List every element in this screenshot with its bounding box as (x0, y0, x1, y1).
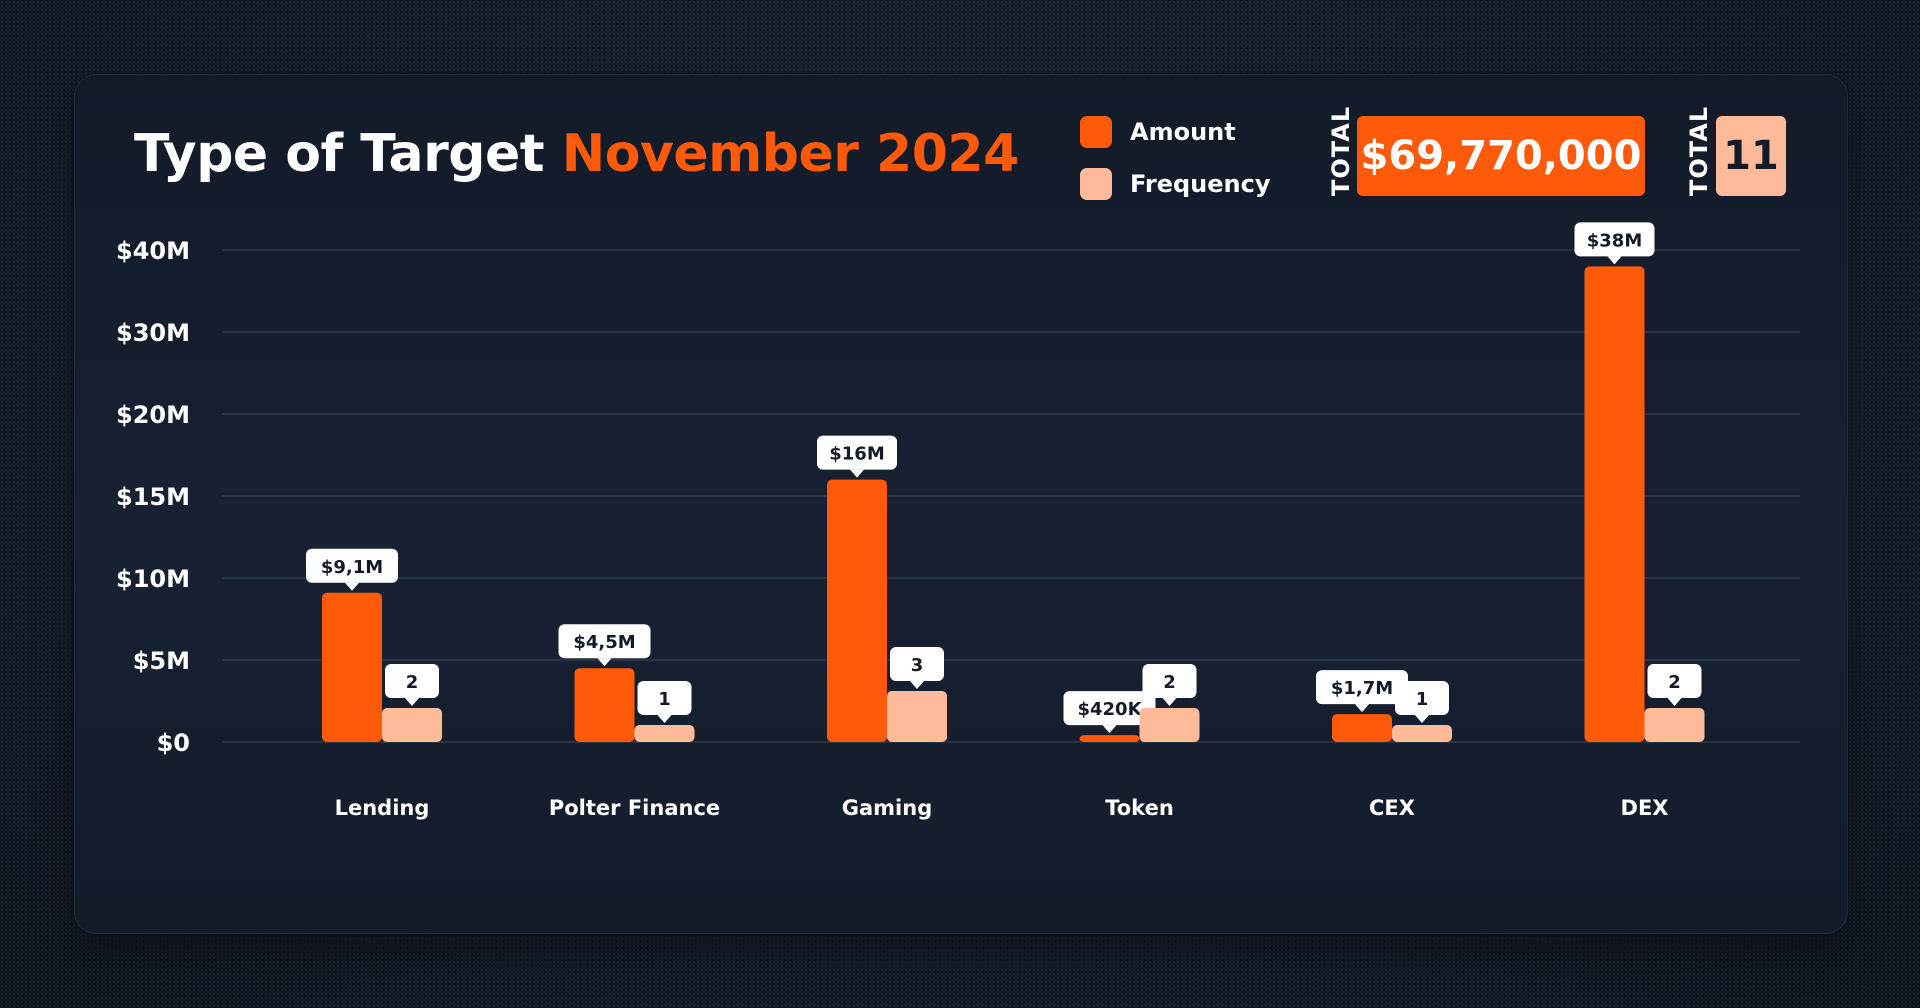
y-tick-label: $20M (116, 401, 190, 429)
frequency-label-text: 2 (1668, 672, 1681, 693)
category-label: Token (1105, 796, 1174, 820)
amount-label-bubble (1316, 670, 1408, 705)
amount-bar (1332, 714, 1392, 742)
frequency-bar (1392, 725, 1452, 742)
y-tick-label: $10M (116, 565, 190, 593)
frequency-label-text: 1 (658, 689, 671, 710)
frequency-label-pointer (657, 715, 672, 723)
amount-label-pointer (597, 658, 612, 667)
category-label: DEX (1621, 796, 1669, 820)
frequency-label-pointer (910, 681, 924, 689)
frequency-label-text: 2 (1163, 672, 1176, 693)
y-tick-label: $40M (116, 237, 190, 265)
y-tick-label: $5M (133, 647, 190, 675)
amount-label-pointer (1607, 256, 1622, 265)
amount-label-pointer (1355, 704, 1369, 713)
chart-title: Type of Target November 2024 (134, 124, 1019, 184)
amount-bar (827, 479, 887, 742)
y-tick-label: $0 (157, 729, 190, 757)
amount-label-text: $38M (1587, 230, 1643, 251)
frequency-label-pointer (1667, 698, 1682, 706)
frequency-bar (887, 691, 947, 742)
amount-label-text: $9,1M (321, 557, 383, 578)
legend-item-amount: Amount (1080, 116, 1270, 148)
frequency-label-text: 2 (406, 672, 419, 693)
frequency-label-text: 1 (1416, 689, 1429, 710)
y-tick-label: $15M (116, 483, 190, 511)
frequency-bar (634, 725, 695, 742)
frequency-label-bubble (385, 664, 439, 698)
category-label: Polter Finance (549, 796, 720, 820)
amount-label-bubble (306, 548, 398, 583)
amount-label-bubble (558, 624, 651, 659)
legend: Amount Frequency (1080, 116, 1270, 220)
amount-label-text: $4,5M (573, 632, 635, 653)
amount-bar (1584, 266, 1645, 742)
legend-label-frequency: Frequency (1130, 170, 1271, 198)
chart-title-prefix: Type of Target (134, 124, 545, 184)
amount-label-text: $16M (829, 444, 885, 465)
amount-label-pointer (345, 582, 359, 591)
category-label: CEX (1369, 796, 1415, 820)
total-count-box: 11 (1716, 116, 1786, 196)
total-amount-value: $69,770,000 (1360, 133, 1642, 179)
frequency-bar (382, 708, 442, 742)
legend-swatch-amount (1080, 116, 1112, 148)
legend-label-amount: Amount (1130, 118, 1236, 146)
amount-bar (1079, 735, 1140, 742)
frequency-label-bubble (1647, 664, 1702, 698)
frequency-label-pointer (1162, 698, 1177, 706)
chart-card (74, 74, 1848, 934)
amount-label-pointer (1102, 725, 1117, 734)
amount-label-bubble (1574, 222, 1655, 257)
legend-swatch-frequency (1080, 168, 1112, 200)
y-tick-label: $30M (116, 319, 190, 347)
amount-bar (322, 592, 382, 742)
total-amount-box: $69,770,000 (1357, 116, 1645, 196)
frequency-label-bubble (1142, 664, 1197, 698)
frequency-label-text: 3 (911, 655, 924, 676)
legend-item-frequency: Frequency (1080, 168, 1270, 200)
frequency-label-pointer (1415, 715, 1429, 723)
frequency-label-bubble (637, 681, 692, 715)
amount-label-pointer (850, 469, 864, 478)
category-label: Gaming (842, 796, 932, 820)
amount-label-bubble (817, 435, 897, 470)
frequency-bar (1644, 708, 1705, 742)
amount-label-text: $1,7M (1331, 678, 1393, 699)
chart-title-highlight: November 2024 (561, 124, 1020, 184)
frequency-label-pointer (405, 698, 419, 706)
frequency-label-bubble (890, 647, 944, 681)
frequency-label-bubble (1395, 681, 1449, 715)
amount-bar (574, 668, 635, 742)
frequency-bar (1139, 708, 1200, 742)
category-label: Lending (335, 796, 430, 820)
amount-label-bubble (1063, 691, 1156, 726)
total-count-value: 11 (1723, 133, 1779, 179)
amount-label-text: $420K (1077, 699, 1142, 720)
